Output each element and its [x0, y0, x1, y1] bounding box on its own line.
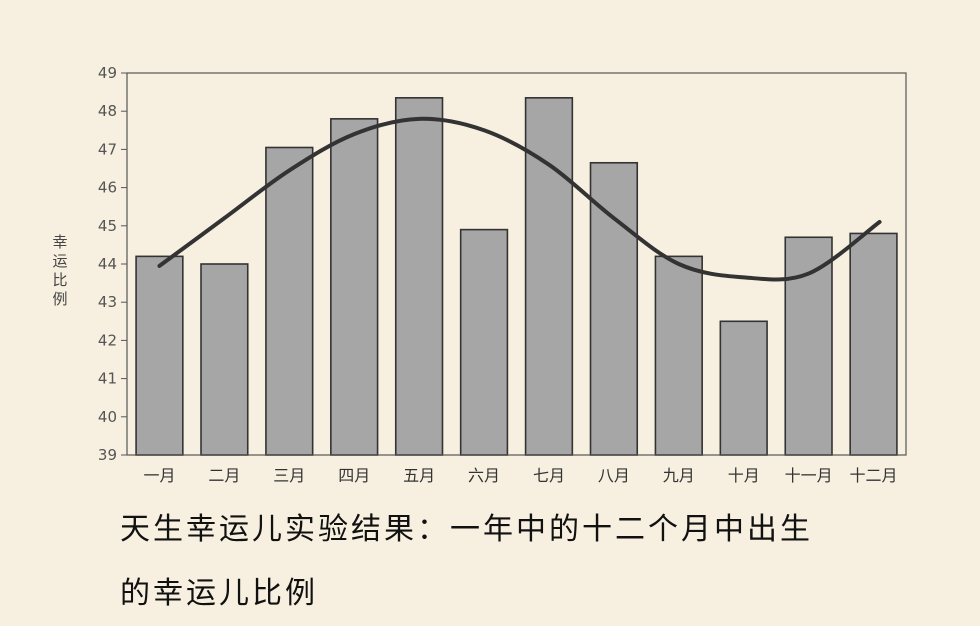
x-tick-label: 八月 [598, 466, 630, 485]
bar [719, 320, 768, 456]
x-tick-label: 十一月 [785, 466, 833, 485]
x-tick-label: 十二月 [850, 466, 898, 485]
x-tick-label: 六月 [468, 466, 500, 485]
y-axis-label-char: 幸 [52, 233, 67, 251]
y-tick-label: 39 [98, 446, 117, 464]
y-tick-label: 40 [98, 408, 117, 426]
y-axis-label-char: 比 [52, 271, 67, 289]
bar [135, 255, 184, 456]
y-tick-label: 47 [98, 140, 117, 158]
bar [394, 97, 444, 456]
caption-line-1: 天生幸运儿实验结果：一年中的十二个月中出生 [120, 512, 813, 547]
bar [200, 263, 249, 456]
x-tick-label: 三月 [273, 466, 305, 485]
trend-line-group [157, 116, 882, 282]
x-tick-labels: 一月 二月 三月 四月 五月 六月 七月 八月 九月 十月 十一月 十二月 [143, 466, 897, 485]
x-tick-label: 九月 [663, 466, 695, 485]
y-tick-label: 46 [98, 179, 117, 197]
y-axis-label-char: 运 [52, 252, 67, 270]
bar [784, 236, 833, 456]
bar [330, 118, 379, 456]
y-tick-label: 41 [98, 370, 117, 388]
caption-line-2: 的幸运儿比例 [120, 576, 318, 611]
trend-line [157, 116, 882, 282]
bar [849, 232, 898, 456]
bar [459, 228, 509, 456]
x-tick-label: 四月 [338, 466, 370, 485]
y-tick-label: 49 [98, 64, 117, 82]
bar [265, 146, 314, 456]
x-tick-label: 五月 [403, 466, 435, 485]
bar [654, 255, 703, 456]
y-ticks: 39 40 41 42 43 44 45 46 47 48 49 [98, 64, 127, 464]
x-tick-label: 十月 [728, 466, 760, 485]
x-tick-label: 七月 [533, 466, 565, 485]
bar [589, 161, 639, 456]
y-tick-label: 45 [98, 217, 117, 235]
y-tick-label: 42 [98, 331, 117, 349]
plot-frame [126, 72, 907, 456]
bar [524, 97, 574, 456]
y-tick-label: 44 [98, 255, 117, 273]
y-axis-label-char: 例 [52, 290, 67, 308]
bars [135, 97, 898, 456]
y-tick-label: 48 [98, 102, 117, 120]
x-tick-label: 一月 [143, 466, 175, 485]
x-tick-label: 二月 [208, 466, 240, 485]
y-tick-label: 43 [98, 293, 117, 311]
